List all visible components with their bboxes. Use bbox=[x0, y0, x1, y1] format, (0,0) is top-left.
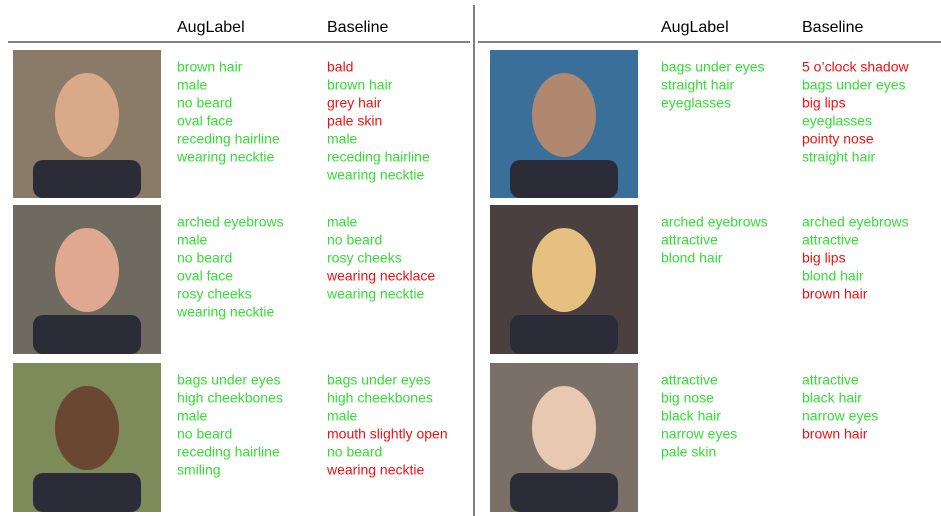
column-header: Baseline bbox=[802, 19, 863, 36]
attribute-label: no beard bbox=[327, 232, 382, 248]
attribute-label: wearing necklace bbox=[326, 268, 435, 284]
photo-body bbox=[510, 315, 618, 354]
attribute-label: bags under eyes bbox=[661, 59, 765, 75]
attribute-label: arched eyebrows bbox=[177, 214, 284, 230]
attribute-label: attractive bbox=[802, 372, 859, 388]
attribute-label: attractive bbox=[802, 232, 859, 248]
attribute-label: male bbox=[327, 408, 358, 424]
attribute-label: rosy cheeks bbox=[177, 286, 252, 302]
attribute-label: black hair bbox=[661, 408, 721, 424]
attribute-label: no beard bbox=[177, 95, 232, 111]
attribute-label: male bbox=[177, 408, 208, 424]
photo-body bbox=[510, 160, 618, 198]
attribute-label: black hair bbox=[802, 390, 862, 406]
attribute-label: male bbox=[327, 131, 358, 147]
attribute-label: rosy cheeks bbox=[327, 250, 402, 266]
photo-face bbox=[55, 228, 119, 312]
attribute-label: receding hairline bbox=[177, 444, 280, 460]
photo-face bbox=[55, 386, 119, 470]
attribute-label: pointy nose bbox=[802, 131, 874, 147]
attribute-label: receding hairline bbox=[327, 149, 430, 165]
attribute-label: high cheekbones bbox=[327, 390, 433, 406]
photo-body bbox=[33, 473, 141, 512]
column-header: Baseline bbox=[327, 19, 388, 36]
attribute-label: receding hairline bbox=[177, 131, 280, 147]
attribute-label: mouth slightly open bbox=[327, 426, 448, 442]
attribute-label: brown hair bbox=[177, 59, 243, 75]
attribute-label: straight hair bbox=[661, 77, 734, 93]
attribute-label: big nose bbox=[661, 390, 714, 406]
attribute-label: bags under eyes bbox=[327, 372, 431, 388]
attribute-label: bags under eyes bbox=[802, 77, 906, 93]
photo-face bbox=[55, 73, 119, 157]
photo-body bbox=[33, 315, 141, 354]
photo-face bbox=[532, 386, 596, 470]
attribute-label: wearing necktie bbox=[326, 462, 424, 478]
attribute-label: brown hair bbox=[802, 286, 868, 302]
attribute-label: straight hair bbox=[802, 149, 875, 165]
attribute-label: arched eyebrows bbox=[802, 214, 909, 230]
attribute-label: no beard bbox=[177, 250, 232, 266]
attribute-label: blond hair bbox=[661, 250, 723, 266]
attribute-label: blond hair bbox=[802, 268, 864, 284]
column-header: AugLabel bbox=[177, 19, 245, 36]
photo-body bbox=[33, 160, 141, 198]
attribute-label: male bbox=[177, 77, 208, 93]
column-header: AugLabel bbox=[661, 19, 729, 36]
photo-body bbox=[510, 473, 618, 512]
attribute-label: big lips bbox=[802, 250, 846, 266]
attribute-label: arched eyebrows bbox=[661, 214, 768, 230]
attribute-label: brown hair bbox=[802, 426, 868, 442]
attribute-label: grey hair bbox=[327, 95, 382, 111]
photo-face bbox=[532, 73, 596, 157]
attribute-label: big lips bbox=[802, 95, 846, 111]
attribute-label: 5 o’clock shadow bbox=[802, 59, 910, 75]
attribute-label: male bbox=[177, 232, 208, 248]
attribute-label: bald bbox=[327, 59, 353, 75]
attribute-label: wearing necktie bbox=[176, 149, 274, 165]
attribute-label: eyeglasses bbox=[802, 113, 872, 129]
attribute-label: brown hair bbox=[327, 77, 393, 93]
attribute-label: attractive bbox=[661, 372, 718, 388]
attribute-label: wearing necktie bbox=[176, 304, 274, 320]
attribute-label: no beard bbox=[327, 444, 382, 460]
attribute-label: wearing necktie bbox=[326, 167, 424, 183]
attribute-label: attractive bbox=[661, 232, 718, 248]
attribute-label: wearing necktie bbox=[326, 286, 424, 302]
attribute-label: smiling bbox=[177, 462, 221, 478]
attribute-label: pale skin bbox=[661, 444, 716, 460]
attribute-label: narrow eyes bbox=[661, 426, 737, 442]
attribute-label: bags under eyes bbox=[177, 372, 281, 388]
attribute-label: oval face bbox=[177, 268, 233, 284]
attribute-label: high cheekbones bbox=[177, 390, 283, 406]
attribute-label: pale skin bbox=[327, 113, 382, 129]
attribute-label: male bbox=[327, 214, 358, 230]
attribute-label: narrow eyes bbox=[802, 408, 878, 424]
attribute-label: oval face bbox=[177, 113, 233, 129]
attribute-label: no beard bbox=[177, 426, 232, 442]
photo-face bbox=[532, 228, 596, 312]
attribute-label: eyeglasses bbox=[661, 95, 731, 111]
